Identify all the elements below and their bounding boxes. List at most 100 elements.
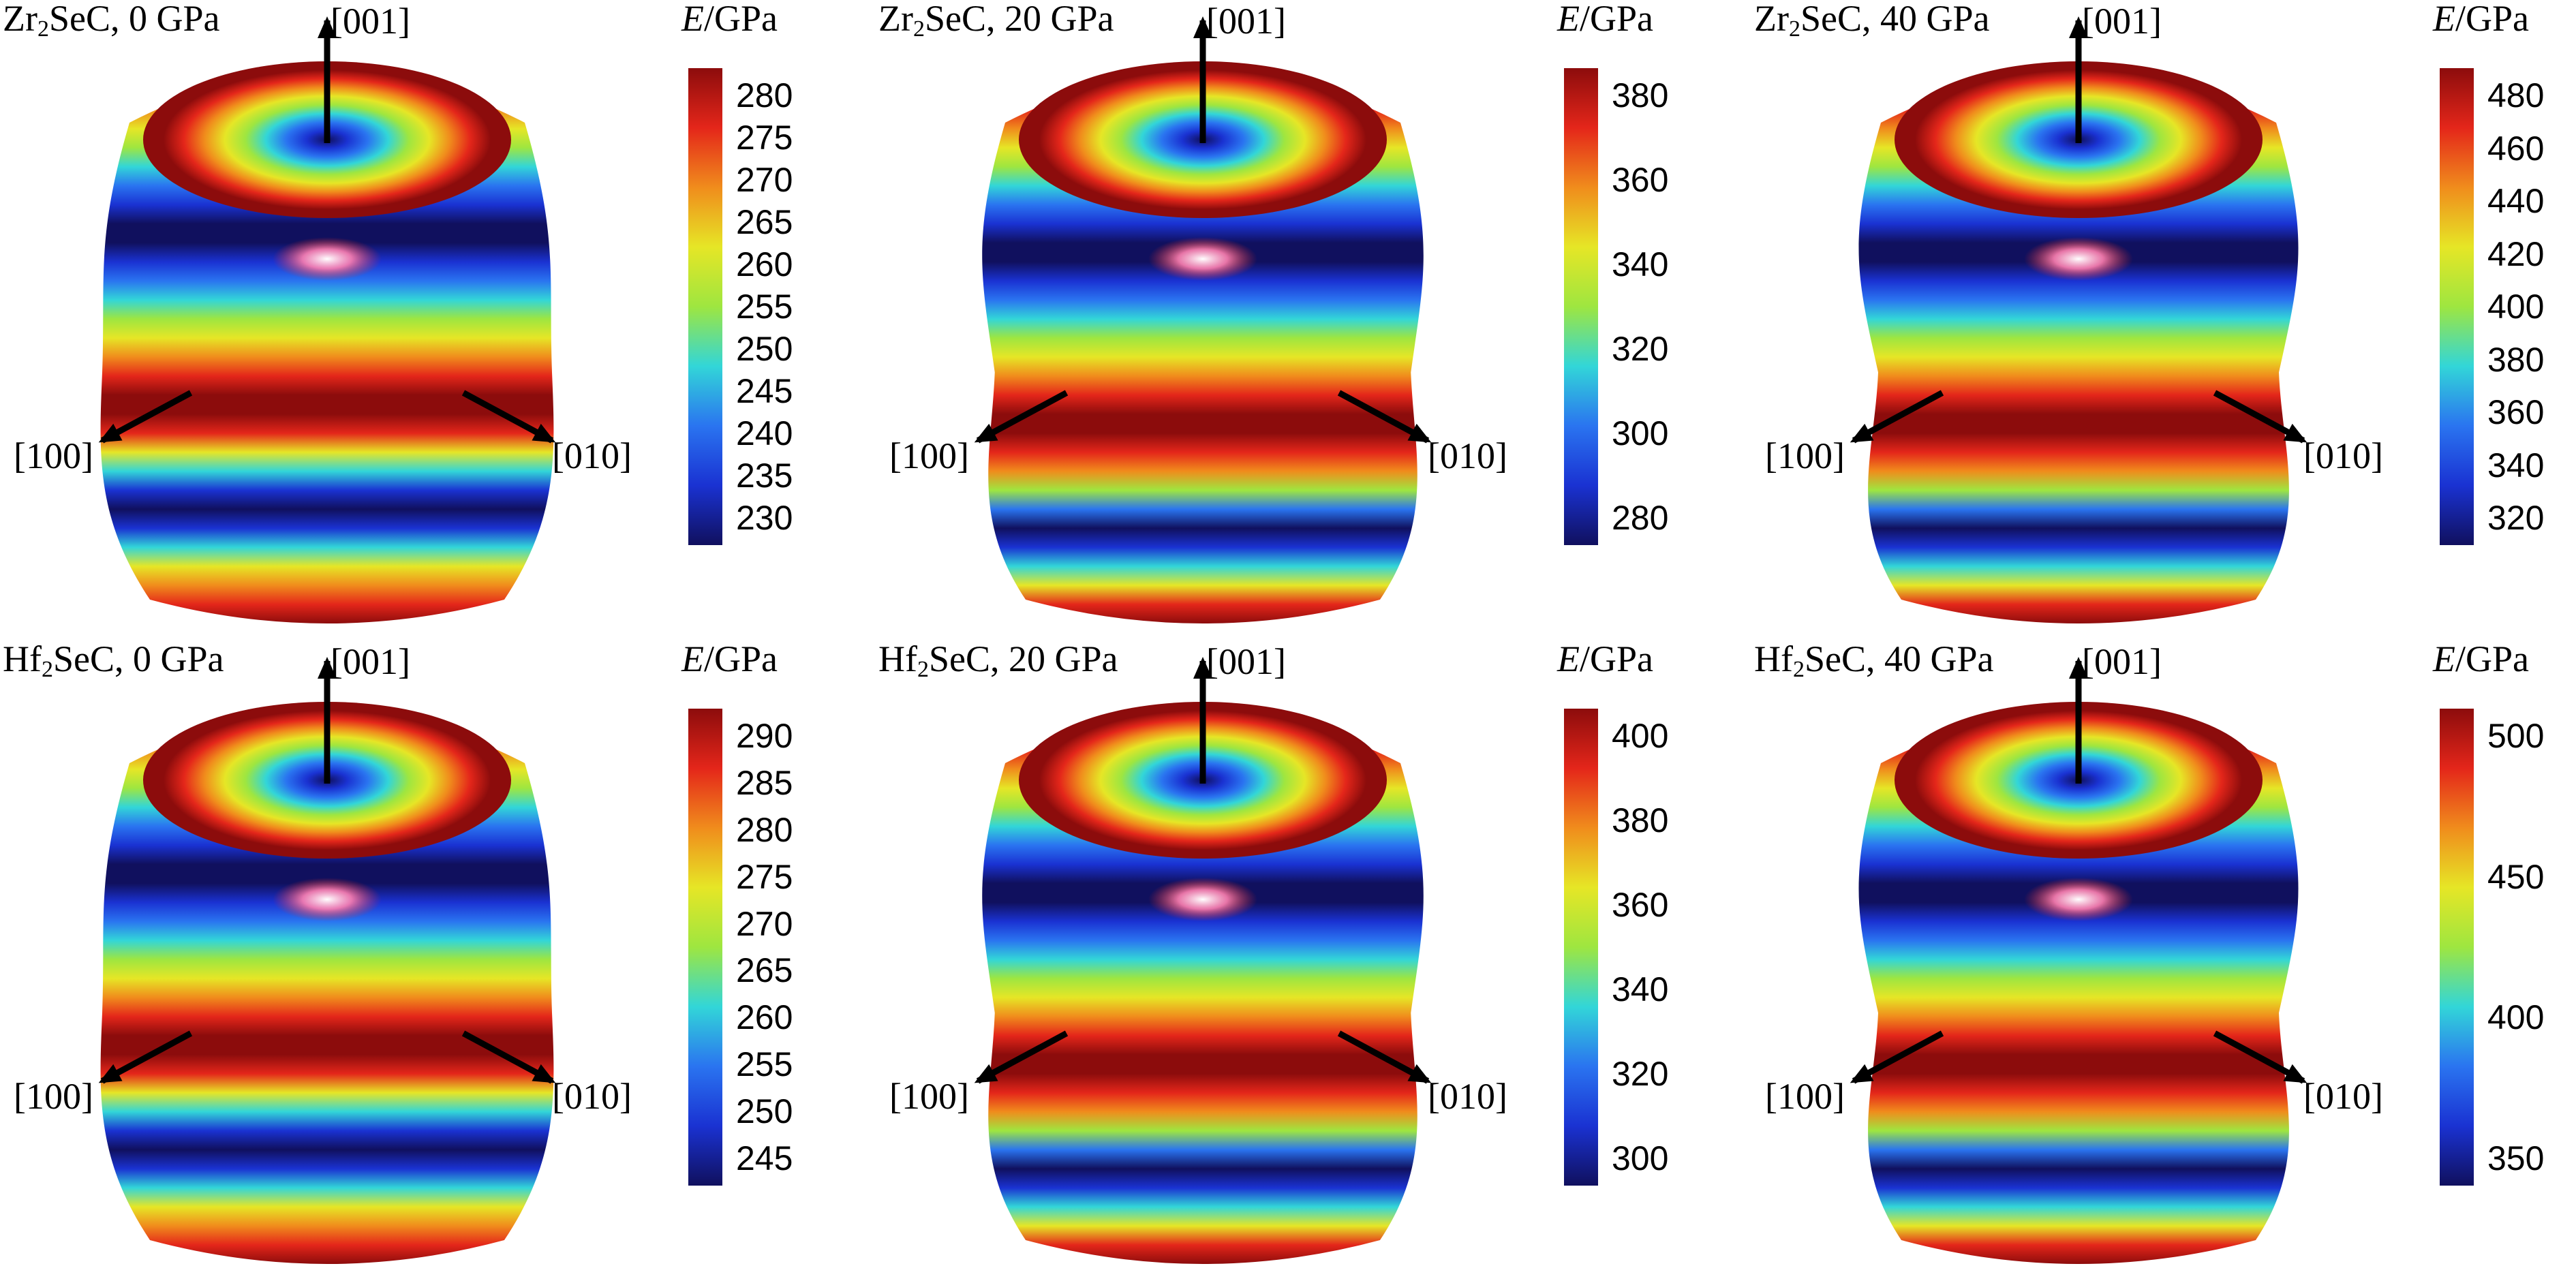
direction-label-100: [100] xyxy=(14,435,93,476)
colorbar xyxy=(688,709,722,1186)
direction-label-100: [100] xyxy=(889,435,969,476)
axis-010-arrow xyxy=(461,390,556,444)
axis-010-arrow xyxy=(2213,1030,2307,1084)
colorbar-tick-label: 275 xyxy=(736,857,793,896)
colorbar-tick-label: 500 xyxy=(2487,717,2545,755)
axis-100-arrow xyxy=(974,1030,1069,1084)
surface-highlight xyxy=(273,878,382,921)
surface-highlight xyxy=(2024,878,2133,921)
colorbar-tick-label: 280 xyxy=(736,810,793,849)
direction-label-010: [010] xyxy=(2303,1075,2383,1117)
surface-body xyxy=(1858,712,2299,1264)
panel-title: Zr2SeC, 40 GPa xyxy=(1754,0,1990,42)
axis-001-arrow xyxy=(1193,657,1212,784)
panel-title: Hf2SeC, 20 GPa xyxy=(878,638,1118,682)
colorbar-tick-label: 290 xyxy=(736,717,793,755)
colorbar-title: E/GPa xyxy=(2433,638,2529,679)
direction-label-010: [010] xyxy=(1428,1075,1507,1117)
axis-001-arrow xyxy=(2069,16,2088,143)
colorbar-tick-label: 440 xyxy=(2487,182,2545,220)
panel-zr2sec-0gpa: Zr2SeC, 0 GPa [001] [100] [010] E/GPa 280 275 2… xyxy=(0,0,859,640)
colorbar-tick-label: 400 xyxy=(2487,288,2545,326)
colorbar-tick-label: 265 xyxy=(736,203,793,241)
axis-100-arrow xyxy=(98,1030,193,1084)
colorbar-tick-label: 260 xyxy=(736,245,793,283)
colorbar-title: E/GPa xyxy=(2433,0,2529,39)
direction-label-001: [001] xyxy=(331,641,410,682)
colorbar-tick-label: 270 xyxy=(736,904,793,943)
colorbar-tick-label: 275 xyxy=(736,119,793,157)
direction-label-010: [010] xyxy=(2303,435,2383,476)
surface-body xyxy=(1858,72,2299,623)
direction-label-010: [010] xyxy=(1428,435,1507,476)
colorbar-tick-label: 400 xyxy=(1612,717,1669,755)
colorbar-tick-label: 320 xyxy=(1612,330,1669,368)
direction-label-100: [100] xyxy=(1765,435,1845,476)
colorbar-tick-label: 360 xyxy=(1612,886,1669,924)
colorbar-tick-label: 400 xyxy=(2487,998,2545,1037)
direction-label-010: [010] xyxy=(552,435,632,476)
colorbar-tick-label: 380 xyxy=(1612,76,1669,114)
colorbar-tick-label: 230 xyxy=(736,499,793,537)
colorbar-tick-label: 340 xyxy=(1612,245,1669,283)
colorbar-tick-label: 240 xyxy=(736,414,793,452)
direction-label-001: [001] xyxy=(2082,641,2162,682)
youngs-modulus-surface xyxy=(1850,16,2307,623)
youngs-modulus-surface xyxy=(974,657,1432,1264)
surface-body xyxy=(982,72,1424,623)
axis-100-arrow xyxy=(98,390,193,444)
colorbar-tick-label: 450 xyxy=(2487,857,2545,896)
panel-hf2sec-0gpa: Hf2SeC, 0 GPa [001] [100] [010] E/GPa 290 285 2… xyxy=(0,640,859,1281)
axis-010-arrow xyxy=(2213,390,2307,444)
axis-010-arrow xyxy=(1337,390,1432,444)
youngs-modulus-surface xyxy=(1850,657,2307,1264)
colorbar-tick-label: 360 xyxy=(1612,161,1669,199)
colorbar-tick-label: 350 xyxy=(2487,1139,2545,1177)
direction-label-100: [100] xyxy=(889,1075,969,1117)
colorbar-tick-label: 250 xyxy=(736,1092,793,1131)
axis-001-arrow xyxy=(1193,16,1212,143)
surface-body xyxy=(100,712,554,1264)
colorbar-tick-label: 420 xyxy=(2487,234,2545,273)
youngs-modulus-surface xyxy=(98,657,556,1264)
colorbar-tick-label: 250 xyxy=(736,330,793,368)
colorbar-tick-label: 235 xyxy=(736,457,793,495)
colorbar-tick-label: 280 xyxy=(1612,499,1669,537)
colorbar xyxy=(2440,709,2474,1186)
direction-label-010: [010] xyxy=(552,1075,632,1117)
colorbar-tick-label: 380 xyxy=(1612,801,1669,839)
colorbar-tick-label: 285 xyxy=(736,763,793,802)
colorbar-tick-label: 255 xyxy=(736,1045,793,1084)
colorbar-tick-label: 245 xyxy=(736,372,793,410)
colorbar-tick-label: 480 xyxy=(2487,76,2545,114)
direction-label-100: [100] xyxy=(1765,1075,1845,1117)
surface-body xyxy=(982,712,1424,1264)
colorbar-tick-label: 245 xyxy=(736,1139,793,1177)
direction-label-001: [001] xyxy=(331,1,410,42)
surface-highlight xyxy=(2024,237,2133,281)
colorbar-title: E/GPa xyxy=(1557,638,1653,679)
panel-title: Hf2SeC, 0 GPa xyxy=(3,638,224,682)
axis-100-arrow xyxy=(974,390,1069,444)
colorbar-title: E/GPa xyxy=(681,0,778,39)
direction-label-001: [001] xyxy=(1206,1,1286,42)
axis-010-arrow xyxy=(1337,1030,1432,1084)
axis-001-arrow xyxy=(318,16,337,143)
surface-highlight xyxy=(1148,237,1257,281)
colorbar xyxy=(1564,68,1598,545)
axis-100-arrow xyxy=(1850,390,1944,444)
direction-label-001: [001] xyxy=(1206,641,1286,682)
colorbar-tick-label: 340 xyxy=(1612,970,1669,1008)
colorbar-title: E/GPa xyxy=(1557,0,1653,39)
colorbar-tick-label: 270 xyxy=(736,161,793,199)
colorbar-tick-label: 265 xyxy=(736,951,793,990)
youngs-modulus-surface xyxy=(98,16,556,623)
colorbar-tick-label: 320 xyxy=(2487,499,2545,537)
axis-001-arrow xyxy=(2069,657,2088,784)
panel-hf2sec-20gpa: Hf2SeC, 20 GPa [001] [100] [010] E/GPa 400 380… xyxy=(876,640,1734,1281)
axis-001-arrow xyxy=(318,657,337,784)
colorbar-title: E/GPa xyxy=(681,638,778,679)
colorbar-tick-label: 380 xyxy=(2487,340,2545,379)
colorbar-tick-label: 280 xyxy=(736,76,793,114)
youngs-modulus-surface xyxy=(974,16,1432,623)
